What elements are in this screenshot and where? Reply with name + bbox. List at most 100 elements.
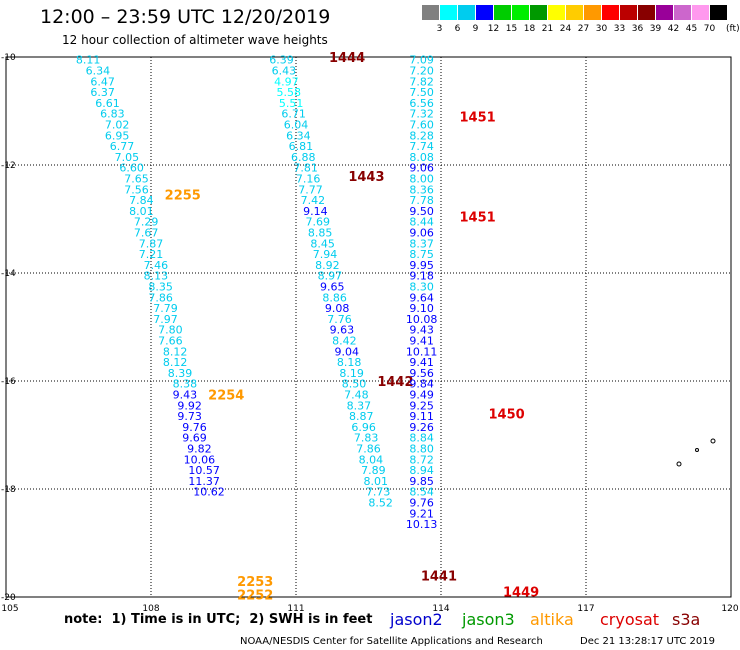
wave-height-value: 8.97: [318, 270, 343, 283]
lon-label: 111: [287, 604, 304, 614]
pass-time-label: 1449: [503, 586, 539, 601]
wave-height-value: 6.43: [272, 65, 297, 78]
scale-swatch: [512, 5, 529, 20]
pass-time-label: 1441: [421, 569, 457, 584]
wave-height-value: 4.97: [274, 75, 299, 88]
wave-height-value: 7.86: [148, 291, 173, 304]
wave-height-value: 10.11: [406, 345, 438, 358]
wave-height-value: 9.84: [409, 378, 434, 391]
scale-label: 30: [595, 24, 608, 34]
scale-label: 39: [649, 24, 662, 34]
pass-time-label: 1450: [489, 407, 525, 422]
wave-height-value: 7.48: [344, 389, 369, 402]
wave-height-value: 8.75: [409, 248, 434, 261]
wave-height-value: 9.41: [409, 356, 434, 369]
wave-height-value: 8.38: [173, 378, 198, 391]
scale-swatch: [476, 5, 493, 20]
wave-height-value: 6.04: [284, 119, 309, 132]
wave-height-value: 9.56: [409, 367, 434, 380]
wave-height-value: 9.21: [409, 507, 434, 520]
wave-height-value: 7.86: [356, 443, 381, 456]
island-icon: [710, 438, 716, 444]
wave-height-value: 7.21: [139, 248, 164, 261]
scale-label: 70: [703, 24, 716, 34]
wave-height-value: 6.77: [110, 140, 135, 153]
lat-label: -14: [1, 269, 16, 279]
scale-label: 33: [613, 24, 626, 34]
pass-time-label: 2254: [208, 389, 244, 404]
wave-height-value: 7.97: [153, 313, 178, 326]
wave-height-value: 8.80: [409, 443, 434, 456]
wave-height-value: 6.56: [409, 97, 434, 110]
wave-height-value: 9.26: [409, 421, 434, 434]
wave-height-value: 10.57: [188, 464, 220, 477]
lat-label: -12: [1, 161, 16, 171]
lon-label: 114: [432, 604, 449, 614]
wave-height-value: 9.85: [409, 475, 434, 488]
wave-height-value: 9.63: [330, 324, 355, 337]
wave-height-value: 9.11: [409, 410, 434, 423]
scale-swatch: [458, 5, 475, 20]
wave-height-value: 6.81: [289, 140, 314, 153]
scale-swatch: [692, 5, 709, 20]
lon-label: 108: [142, 604, 159, 614]
wave-height-value: 6.83: [100, 108, 125, 121]
wave-height-value: 8.92: [315, 259, 340, 272]
pass-time-label: 1444: [329, 51, 365, 66]
wave-height-value: 7.42: [301, 194, 326, 207]
wave-height-value: 8.72: [409, 453, 434, 466]
wave-height-value: 9.18: [409, 270, 434, 283]
wave-height-value: 7.46: [144, 259, 169, 272]
wave-height-value: 7.78: [409, 194, 434, 207]
lat-label: -18: [1, 485, 16, 495]
wave-height-value: 8.44: [409, 216, 434, 229]
wave-height-value: 7.69: [306, 216, 331, 229]
scale-swatch: [422, 5, 439, 20]
wave-height-value: 8.50: [342, 378, 367, 391]
map-title: 12:00 – 23:59 UTC 12/20/2019: [40, 6, 331, 28]
scale-label: 15: [505, 24, 518, 34]
pass-time-label: 1442: [377, 375, 413, 390]
wave-height-value: 7.79: [153, 302, 178, 315]
pass-time-label: 2252: [237, 588, 273, 603]
lon-label: 120: [721, 604, 738, 614]
wave-height-value: 7.29: [134, 216, 159, 229]
pass-time-label: 1451: [460, 110, 496, 125]
wave-height-value: 8.28: [409, 129, 434, 142]
wave-height-value: 8.19: [339, 367, 364, 380]
wave-height-value: 10.06: [184, 453, 216, 466]
wave-height-value: 9.69: [182, 432, 207, 445]
scale-swatch: [548, 5, 565, 20]
wave-height-value: 9.10: [409, 302, 434, 315]
wave-height-value: 9.73: [177, 410, 202, 423]
scale-label: 6: [454, 24, 461, 34]
scale-swatch: [530, 5, 547, 20]
wave-height-value: 6.71: [281, 108, 306, 121]
wave-height-value: 8.86: [322, 291, 347, 304]
wave-height-value: 6.61: [95, 97, 120, 110]
scale-swatch: [440, 5, 457, 20]
wave-height-value: 6.96: [351, 421, 376, 434]
wave-height-value: 5.51: [279, 97, 304, 110]
wave-height-value: 10.08: [406, 313, 438, 326]
scale-swatch: [494, 5, 511, 20]
wave-height-value: 10.62: [193, 486, 225, 499]
wave-height-value: 8.11: [76, 54, 101, 67]
scale-label: 3: [436, 24, 443, 34]
scale-label: 12: [487, 24, 500, 34]
wave-height-value: 7.81: [293, 162, 318, 175]
scale-swatch: [674, 5, 691, 20]
wave-height-value: 8.18: [337, 356, 362, 369]
wave-height-value: 8.01: [129, 205, 154, 218]
wave-height-value: 9.04: [335, 345, 360, 358]
scale-label: 27: [577, 24, 590, 34]
wave-height-value: 6.34: [286, 129, 311, 142]
wave-height-value: 10.13: [406, 518, 438, 531]
wave-height-value: 7.94: [313, 248, 338, 261]
wave-height-value: 8.85: [308, 227, 333, 240]
wave-height-value: 9.43: [173, 389, 198, 402]
scale-label: 9: [472, 24, 479, 34]
scale-unit: (ft): [726, 24, 740, 34]
lat-label: -16: [1, 377, 16, 387]
